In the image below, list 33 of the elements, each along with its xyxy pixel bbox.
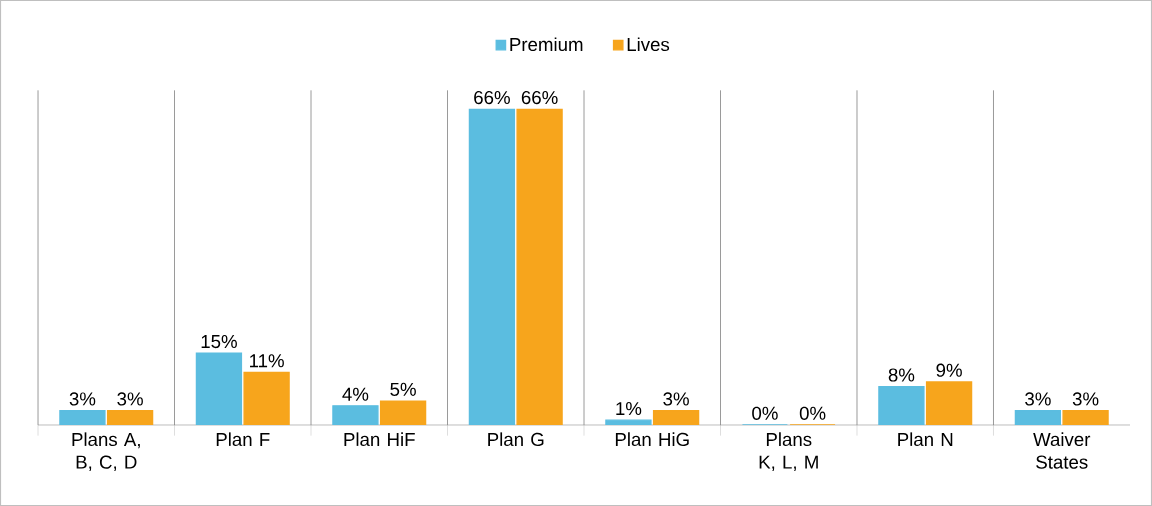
x-tick-label: Plan N [898, 432, 953, 447]
x-tick-label: Plans A, B, C, D [72, 432, 140, 471]
data-label: 3% [69, 392, 96, 406]
x-tick-label: Plan G [488, 432, 544, 447]
data-label: 11% [250, 354, 284, 368]
data-label: 5% [390, 382, 416, 396]
bar [59, 409, 106, 425]
data-label: 0% [752, 406, 778, 420]
data-label: 9% [936, 363, 962, 377]
x-tick-label: Plan HiG [615, 432, 689, 447]
bar [878, 386, 925, 425]
data-label: 3% [663, 392, 689, 406]
data-label: 66% [521, 90, 558, 105]
x-tick-label: Plan F [216, 432, 270, 447]
data-label: 0% [799, 406, 826, 420]
data-label: 3% [1072, 392, 1099, 406]
data-label: 66% [474, 90, 510, 105]
bar [195, 352, 243, 425]
bar [468, 108, 516, 425]
x-tick-label: Plans K, L, M [759, 432, 818, 471]
data-label: 1% [616, 402, 642, 416]
data-label: 4% [342, 387, 369, 401]
data-label: 15% [201, 334, 237, 349]
data-label: 3% [1025, 392, 1051, 406]
data-label: 8% [888, 368, 915, 382]
data-label: 3% [117, 392, 143, 406]
bar [332, 405, 379, 425]
legend-label: Lives [627, 37, 670, 52]
x-tick-label: Waiver States [1033, 432, 1091, 469]
legend-label: Premium [510, 37, 583, 52]
bar [1014, 409, 1062, 425]
bar [605, 419, 652, 425]
x-tick-label: Plan HiF [344, 432, 415, 447]
